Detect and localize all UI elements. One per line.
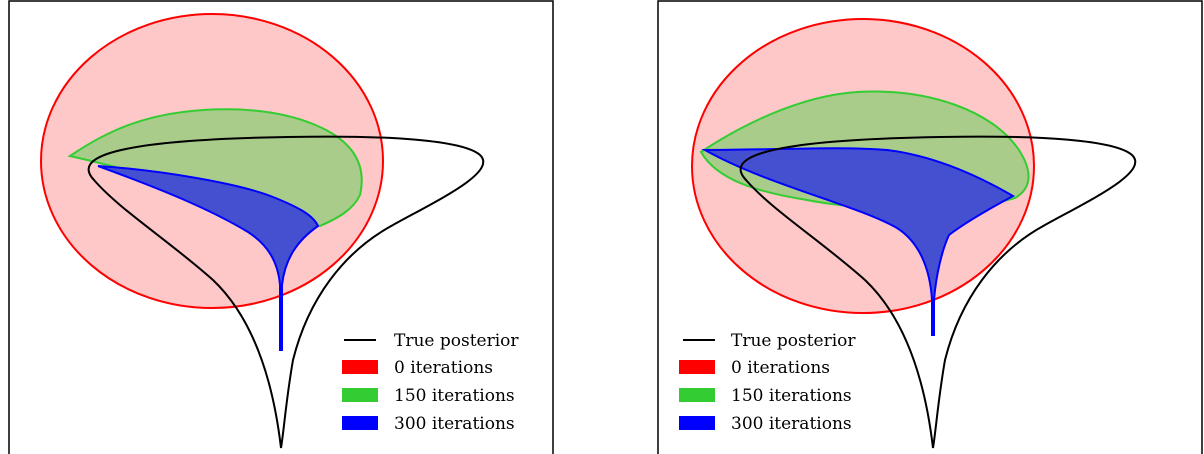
iteration-300-region xyxy=(97,165,320,351)
legend-swatch-150-iterations xyxy=(342,388,378,402)
right-panel: True posterior 0 iterations 150 iteratio… xyxy=(657,0,1203,454)
right-plot: True posterior 0 iterations 150 iteratio… xyxy=(657,0,1203,454)
legend-label-300-iterations: 300 iterations xyxy=(394,414,515,434)
true-posterior-curve xyxy=(87,135,484,449)
legend-label-true-posterior: True posterior xyxy=(394,331,519,351)
legend-label-150-iterations: 150 iterations xyxy=(394,386,515,406)
left-panel: True posterior 0 iterations 150 iteratio… xyxy=(8,0,554,454)
legend-swatch-0-iterations xyxy=(342,360,378,374)
legend-label-0-iterations: 0 iterations xyxy=(731,358,830,378)
legend-swatch-0-iterations xyxy=(679,360,715,374)
legend-label-0-iterations: 0 iterations xyxy=(394,358,493,378)
plot-frame xyxy=(8,0,554,454)
legend-label-300-iterations: 300 iterations xyxy=(731,414,852,434)
legend: True posterior 0 iterations 150 iteratio… xyxy=(679,331,856,434)
legend-label-true-posterior: True posterior xyxy=(731,331,856,351)
legend-swatch-300-iterations xyxy=(342,416,378,430)
iteration-300-region xyxy=(701,147,1016,336)
left-plot: True posterior 0 iterations 150 iteratio… xyxy=(8,0,554,454)
legend-label-150-iterations: 150 iterations xyxy=(731,386,852,406)
true-posterior-curve xyxy=(739,135,1136,449)
legend: True posterior 0 iterations 150 iteratio… xyxy=(342,331,519,434)
legend-swatch-300-iterations xyxy=(679,416,715,430)
legend-swatch-150-iterations xyxy=(679,388,715,402)
plot-frame xyxy=(657,0,1203,454)
